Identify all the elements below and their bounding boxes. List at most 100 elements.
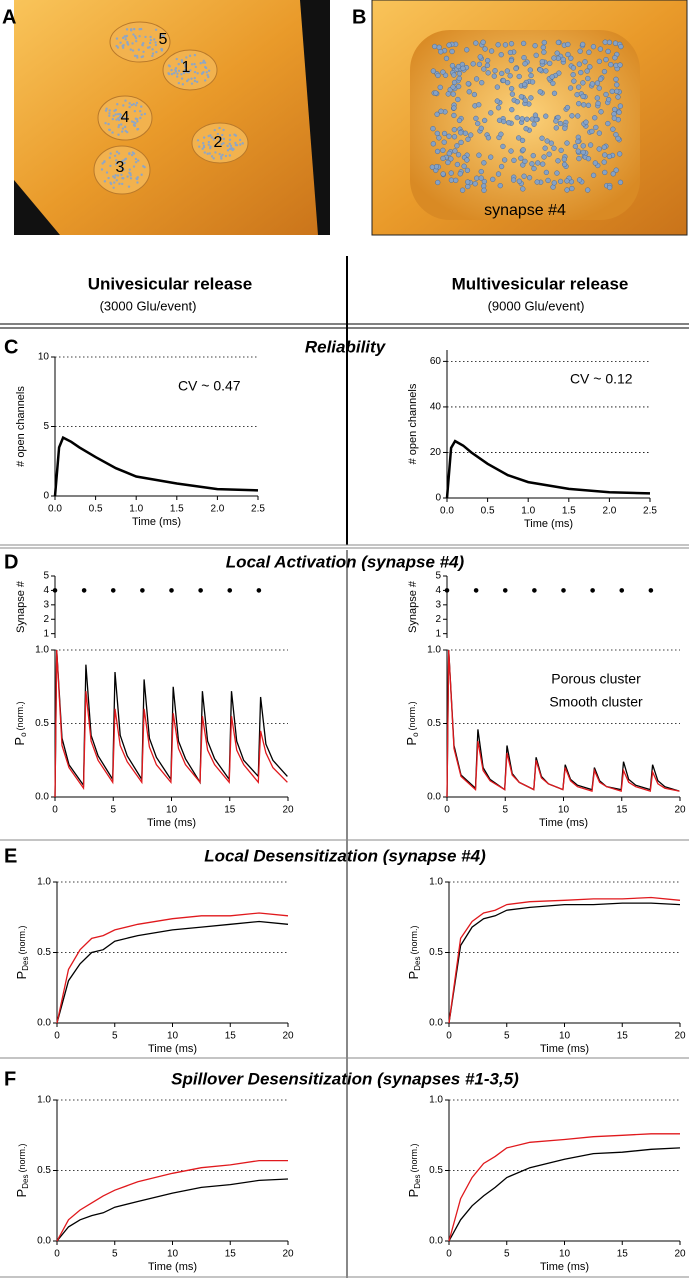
vesicle [557, 178, 564, 185]
vesicle [222, 128, 225, 132]
vesicle [217, 140, 221, 144]
vesicle [120, 166, 123, 169]
vesicle [124, 117, 127, 121]
vesicle [135, 177, 139, 181]
panel-label: D [4, 551, 18, 573]
vesicle [464, 157, 470, 163]
vesicle [576, 61, 583, 67]
vesicle [126, 42, 129, 45]
vesicle [108, 112, 111, 115]
y-tick-label: 1.0 [37, 1095, 51, 1106]
vesicle [474, 175, 480, 181]
vesicle [541, 39, 547, 46]
vesicle [543, 169, 550, 176]
y-axis-label: # open channels [15, 386, 27, 467]
vesicle [490, 176, 496, 183]
vesicle [541, 49, 547, 55]
vesicle [561, 161, 568, 168]
y-tick-label: 1.0 [427, 645, 441, 656]
data-point [140, 588, 145, 593]
vesicle [481, 187, 487, 193]
vesicle [580, 41, 586, 48]
y-tick-label: 0.0 [35, 792, 49, 803]
vesicle [189, 69, 192, 72]
legend-entry: Porous cluster [551, 671, 641, 687]
vesicle [509, 91, 516, 97]
vesicle [615, 135, 621, 142]
data-line [448, 1133, 680, 1242]
vesicle [221, 133, 224, 137]
vesicle [545, 177, 551, 184]
vesicle [213, 128, 216, 132]
x-tick-label: 2.0 [602, 506, 616, 517]
panel-label: B [352, 6, 366, 28]
vesicle [132, 103, 135, 106]
vesicle [154, 41, 157, 44]
vesicle [459, 187, 466, 193]
vesicle [119, 41, 122, 44]
vesicle [438, 108, 444, 114]
vesicle [128, 171, 131, 175]
vesicle [173, 72, 176, 75]
vesicle [196, 139, 200, 142]
vesicle [589, 81, 596, 87]
vesicle [455, 83, 462, 90]
vesicle [476, 61, 483, 67]
panel-label: C [4, 336, 18, 358]
data-line [448, 902, 681, 1024]
vesicle [218, 126, 221, 130]
vesicle [201, 61, 205, 64]
vesicle [134, 117, 138, 120]
x-tick-label: 5 [112, 1249, 118, 1260]
column-title: Multivesicular release [452, 274, 629, 293]
vesicle [210, 155, 214, 158]
vesicle [555, 39, 562, 46]
vesicle [576, 155, 582, 162]
vesicle [440, 147, 446, 153]
synapse-label: 2 [214, 134, 223, 151]
vesicle [587, 64, 593, 70]
vesicle [212, 157, 215, 160]
x-tick-label: 15 [225, 1031, 237, 1042]
vesicle [567, 85, 574, 91]
vesicle [109, 152, 112, 155]
vesicle [131, 49, 135, 52]
vesicle [114, 108, 118, 112]
vesicle [105, 171, 109, 174]
vesicle [134, 39, 138, 43]
vesicle [601, 144, 607, 150]
vesicle [535, 160, 541, 166]
vesicle [446, 150, 452, 157]
vesicle [228, 138, 232, 141]
vesicle [492, 68, 498, 74]
vesicle [596, 58, 603, 65]
vesicle [594, 95, 600, 101]
vesicle [119, 113, 123, 117]
y-tick-label: 0 [43, 491, 49, 502]
vesicle [565, 51, 571, 58]
vesicle [134, 122, 137, 125]
vesicle [530, 152, 536, 159]
vesicle [449, 63, 456, 69]
vesicle [522, 158, 528, 165]
vesicle [603, 91, 609, 98]
vesicle [109, 164, 112, 168]
y-label-part: (norm.) [409, 1144, 419, 1173]
vesicle [117, 117, 120, 120]
vesicle [471, 91, 478, 98]
vesicle [124, 38, 127, 41]
vesicle [207, 140, 211, 144]
vesicle [188, 54, 192, 58]
y-label-part: Synapse # [407, 580, 419, 633]
vesicle [130, 103, 133, 107]
vesicle [134, 37, 138, 40]
vesicle [445, 159, 451, 166]
vesicle [576, 100, 582, 107]
y-tick-label: 1 [435, 628, 441, 639]
vesicle [118, 115, 122, 119]
vesicle [238, 138, 242, 142]
vesicle [115, 150, 119, 154]
vesicle [120, 123, 123, 126]
vesicle [542, 145, 548, 151]
vesicle [581, 102, 587, 108]
